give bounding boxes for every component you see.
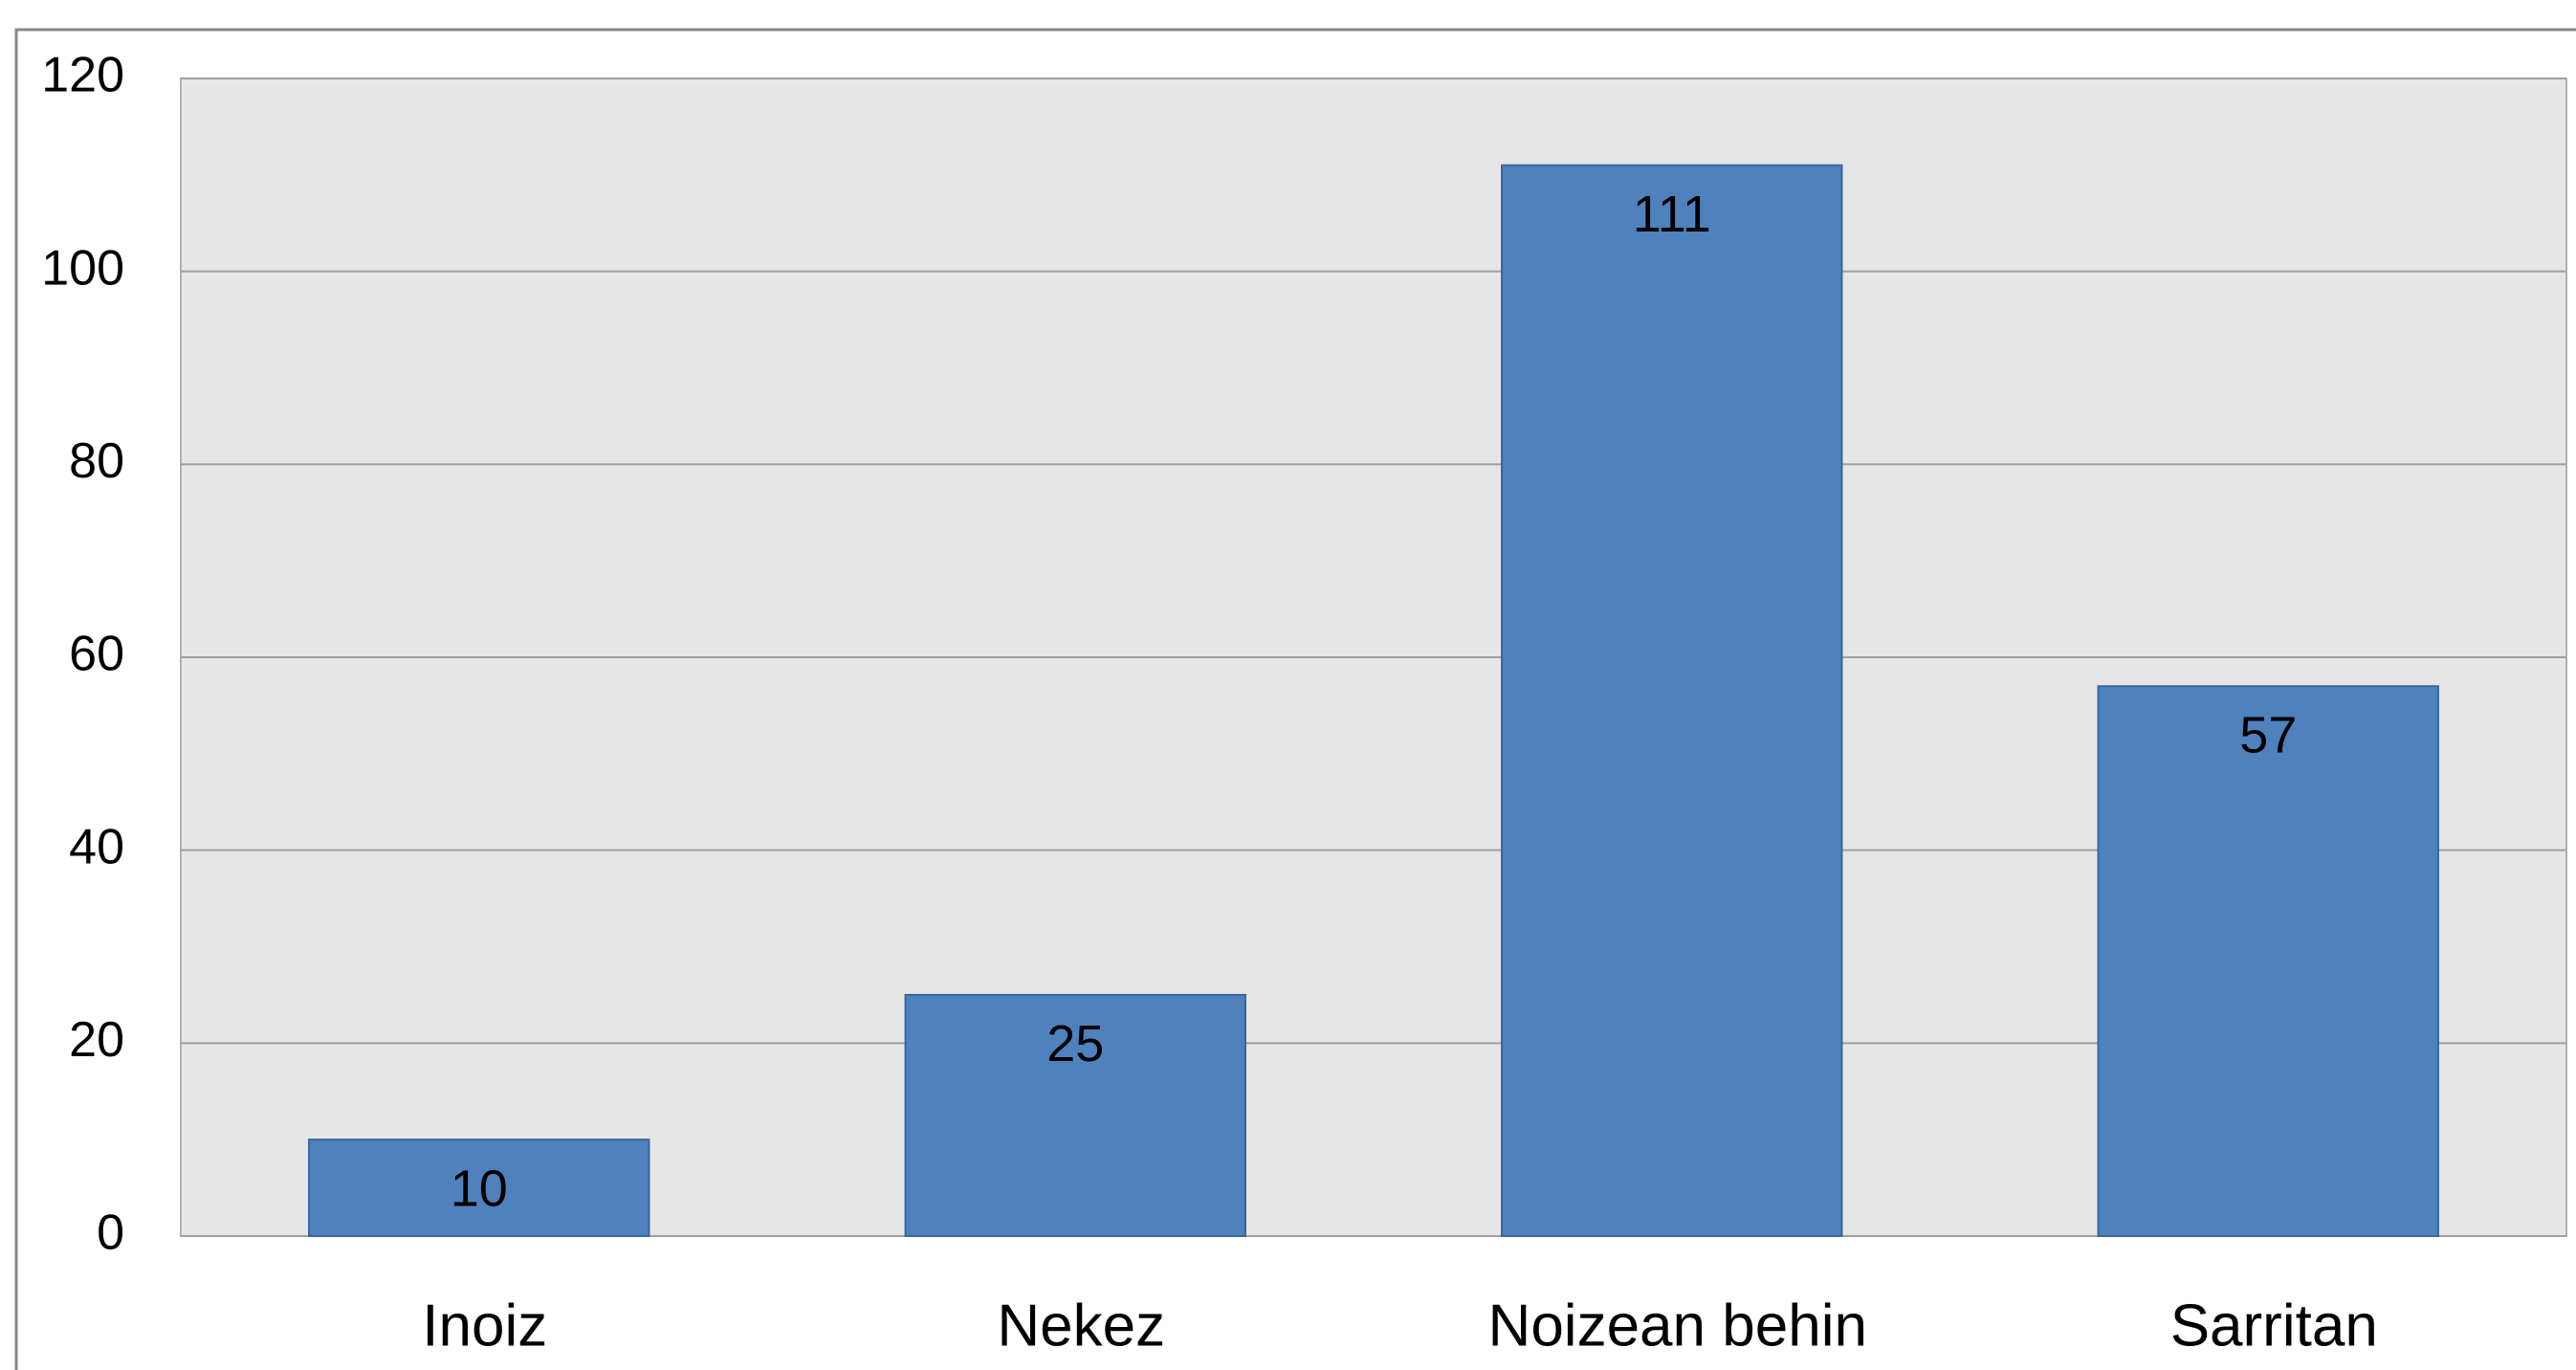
data-label: 25 <box>1046 1015 1104 1072</box>
data-label: 57 <box>2239 707 2297 764</box>
x-tick-label: Noizean behin <box>1488 1293 1867 1359</box>
y-tick-label: 40 <box>69 819 124 874</box>
y-tick-label: 60 <box>69 627 124 682</box>
y-tick-label: 120 <box>41 48 124 103</box>
y-tick-label: 20 <box>69 1012 124 1068</box>
y-tick-label: 80 <box>69 433 124 489</box>
data-label: 10 <box>451 1160 508 1217</box>
x-tick-label: Nekez <box>997 1293 1165 1359</box>
bar <box>2097 685 2439 1237</box>
x-tick-label: Sarritan <box>2170 1293 2378 1359</box>
y-tick-label: 100 <box>41 240 124 296</box>
bar <box>1501 164 1843 1237</box>
x-tick-label: Inoiz <box>422 1293 547 1359</box>
y-tick-label: 0 <box>97 1205 124 1261</box>
bar <box>904 993 1246 1237</box>
data-label: 111 <box>1633 186 1711 243</box>
bar <box>308 1138 650 1237</box>
